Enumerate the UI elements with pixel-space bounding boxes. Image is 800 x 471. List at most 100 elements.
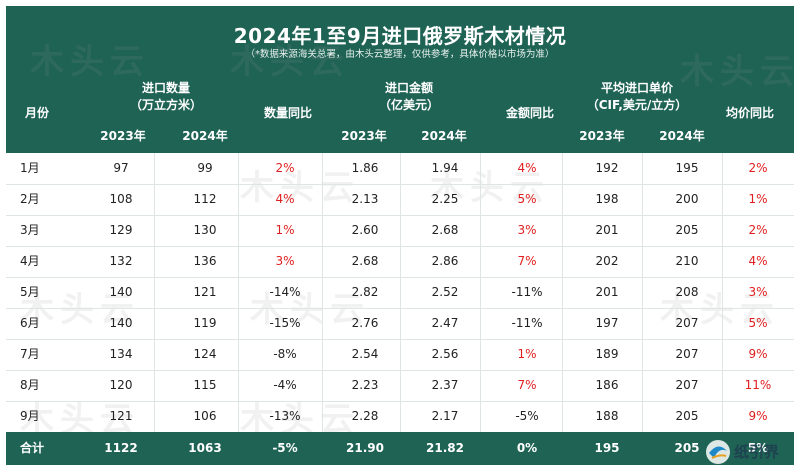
cell-volume-2024: 121	[193, 285, 217, 299]
cell-volume-2024: 115	[193, 378, 217, 392]
cell-amount-yoy: 1%	[517, 347, 537, 361]
cell-amount-2023: 2.23	[351, 378, 379, 392]
cell-price-yoy: 9%	[748, 347, 768, 361]
cell-amount-2024: 1.94	[431, 161, 459, 175]
cell-volume-yoy: 4%	[275, 192, 295, 206]
table-row: 3月 129 130 1% 2.60 2.68 3% 201 205 2%	[6, 215, 794, 247]
cell-amount-2024: 2.17	[431, 409, 459, 423]
cell-amount-2023: 2.82	[351, 285, 379, 299]
cell-volume-2023: 97	[113, 161, 129, 175]
table-row: 1月 97 99 2% 1.86 1.94 4% 192 195 2%	[6, 153, 794, 185]
cell-price-2024: 200	[675, 192, 699, 206]
cell-price-2023: 186	[595, 378, 619, 392]
cell-month: 9月	[20, 409, 40, 423]
column-divider	[154, 153, 155, 432]
cell-amount-yoy: 3%	[517, 223, 537, 237]
cell-volume-2023: 134	[109, 347, 133, 361]
total-amount-2024: 21.82	[426, 441, 464, 455]
cell-volume-2023: 140	[109, 316, 133, 330]
cell-month: 8月	[20, 378, 40, 392]
header-price-2024: 2024年	[659, 129, 705, 143]
header-amount-2023: 2023年	[341, 129, 387, 143]
cell-amount-2023: 2.76	[351, 316, 379, 330]
cell-price-yoy: 3%	[748, 285, 768, 299]
table-row: 9月 121 106 -13% 2.28 2.17 -5% 188 205 9%	[6, 401, 794, 433]
source-note: （*数据来源海关总署，由木头云整理，仅供参考，具体价格以市场为准）	[245, 49, 555, 60]
cell-month: 6月	[20, 316, 40, 330]
cell-price-2024: 207	[675, 347, 699, 361]
column-divider	[722, 153, 723, 432]
cell-price-yoy: 9%	[748, 409, 768, 423]
cell-volume-yoy: -13%	[269, 409, 301, 423]
cell-amount-yoy: -5%	[515, 409, 539, 423]
cell-amount-2024: 2.37	[431, 378, 459, 392]
cell-price-yoy: 1%	[748, 192, 768, 206]
cell-price-2024: 205	[675, 409, 699, 423]
cell-price-yoy: 11%	[744, 378, 772, 392]
total-amount-2023: 21.90	[346, 441, 384, 455]
total-label: 合计	[20, 441, 45, 455]
logo-icon: 纸引界	[706, 440, 779, 464]
cell-price-2023: 189	[595, 347, 619, 361]
cell-volume-yoy: -8%	[273, 347, 297, 361]
cell-price-2024: 207	[675, 316, 699, 330]
cell-price-2023: 197	[595, 316, 619, 330]
cell-price-2024: 210	[675, 254, 699, 268]
cell-price-yoy: 4%	[748, 254, 768, 268]
cell-amount-2024: 2.86	[431, 254, 459, 268]
cell-volume-2023: 108	[109, 192, 133, 206]
header-amount-2024: 2024年	[421, 129, 467, 143]
total-price-2024: 205	[674, 441, 700, 455]
cell-price-2023: 192	[595, 161, 619, 175]
header-amount-unit: （亿美元）	[378, 98, 439, 112]
table-header: 2024年1至9月进口俄罗斯木材情况 （*数据来源海关总署，由木头云整理，仅供参…	[6, 6, 794, 153]
header-price-unit: （CIF,美元/立方）	[586, 98, 688, 112]
cell-amount-2024: 2.52	[431, 285, 459, 299]
cell-volume-2024: 119	[193, 316, 217, 330]
header-price-yoy: 均价同比	[725, 106, 774, 120]
cell-amount-yoy: 4%	[517, 161, 537, 175]
cell-month: 2月	[20, 192, 40, 206]
column-divider	[480, 153, 481, 432]
total-price-yoy: 5%	[747, 441, 769, 455]
total-price-2023: 195	[594, 441, 620, 455]
cell-volume-2024: 99	[197, 161, 213, 175]
cell-amount-2023: 1.86	[351, 161, 379, 175]
header-volume-2023: 2023年	[100, 129, 146, 143]
total-row: 合计 1122 1063 -5% 21.90 21.82 0% 195 205 …	[6, 432, 794, 465]
page-title: 2024年1至9月进口俄罗斯木材情况	[233, 24, 567, 48]
cell-price-yoy: 2%	[748, 161, 768, 175]
cell-amount-2023: 2.54	[351, 347, 379, 361]
cell-month: 1月	[20, 161, 40, 175]
cell-month: 4月	[20, 254, 40, 268]
cell-price-2023: 202	[595, 254, 619, 268]
cell-amount-yoy: 5%	[517, 192, 537, 206]
cell-month: 7月	[20, 347, 40, 361]
table-row: 4月 132 136 3% 2.68 2.86 7% 202 210 4%	[6, 246, 794, 278]
cell-price-2023: 201	[595, 285, 619, 299]
header-amount-yoy: 金额同比	[505, 106, 554, 120]
cell-month: 5月	[20, 285, 40, 299]
column-divider	[642, 153, 643, 432]
cell-amount-2024: 2.56	[431, 347, 459, 361]
cell-volume-2024: 136	[193, 254, 217, 268]
cell-volume-yoy: -15%	[269, 316, 301, 330]
cell-volume-2024: 112	[193, 192, 217, 206]
cell-price-2024: 195	[675, 161, 699, 175]
header-amount: 进口金额	[384, 81, 433, 95]
total-volume-2024: 1063	[188, 441, 222, 455]
cell-price-2024: 208	[675, 285, 699, 299]
cell-amount-2024: 2.47	[431, 316, 459, 330]
cell-volume-yoy: 1%	[275, 223, 295, 237]
cell-amount-2024: 2.68	[431, 223, 459, 237]
cell-volume-2024: 124	[193, 347, 217, 361]
total-volume-2023: 1122	[104, 441, 138, 455]
cell-price-2023: 188	[595, 409, 619, 423]
table-row: 8月 120 115 -4% 2.23 2.37 7% 186 207 11%	[6, 370, 794, 402]
cell-volume-2023: 121	[109, 409, 133, 423]
header-volume: 进口数量	[141, 81, 190, 95]
total-amount-yoy: 0%	[516, 441, 538, 455]
table-row: 5月 140 121 -14% 2.82 2.52 -11% 201 208 3%	[6, 277, 794, 309]
total-volume-yoy: -5%	[272, 441, 298, 455]
